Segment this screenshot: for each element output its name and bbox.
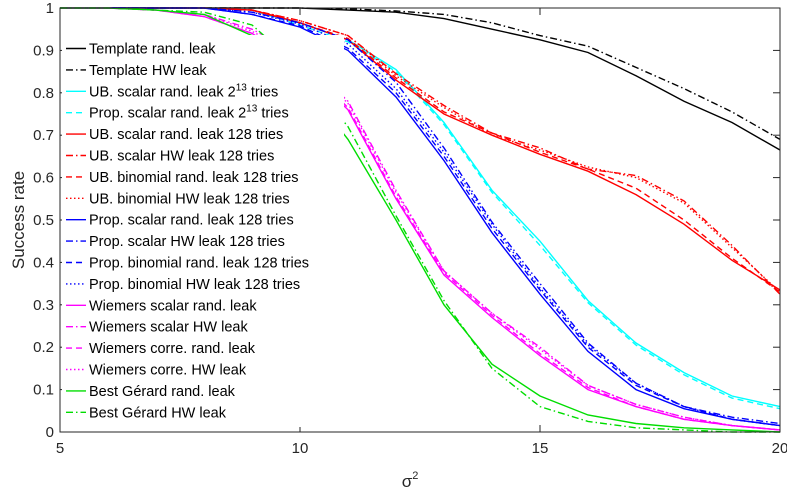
legend: Template rand. leak Template HW leak UB. s… <box>62 35 344 427</box>
x-axis-label: σ2 <box>402 470 419 491</box>
y-tick-label: 0 <box>46 424 54 441</box>
series-line-18 <box>60 7 780 433</box>
legend-label: Best Gérard rand. leak <box>89 384 236 400</box>
y-tick-label: 0.1 <box>33 382 54 399</box>
legend-label: Wiemers scalar HW leak <box>89 320 248 336</box>
x-axis-label-superscript: 2 <box>412 470 418 482</box>
legend-box <box>62 35 344 427</box>
y-tick-label: 0.4 <box>33 254 54 271</box>
y-tick-label: 0.7 <box>33 127 54 144</box>
axis-ticks: 5 10 15 20 0 0.1 0.2 0.3 0.4 0.5 0.6 0.7 0.8 0.9 1 <box>33 0 787 457</box>
y-tick-label: 0.8 <box>33 85 54 102</box>
legend-label: Prop. binomial rand. leak 128 tries <box>89 256 309 272</box>
x-axis-label-main: σ <box>402 472 413 491</box>
y-tick-label: 1 <box>46 0 54 17</box>
legend-label: Wiemers corre. HW leak <box>89 363 247 379</box>
legend-label: Prop. scalar rand. leak 128 tries <box>89 213 294 229</box>
legend-label: Prop. binomial HW leak 128 tries <box>89 277 300 293</box>
legend-label: Wiemers scalar rand. leak <box>89 298 257 314</box>
legend-label: UB. binomial rand. leak 128 tries <box>89 170 299 186</box>
legend-label: Prop. scalar HW leak 128 tries <box>89 234 285 250</box>
legend-label: Best Gérard HW leak <box>89 405 227 421</box>
y-tick-label: 0.3 <box>33 297 54 314</box>
legend-label: UB. binomial HW leak 128 tries <box>89 191 290 207</box>
y-tick-label: 0.2 <box>33 339 54 356</box>
legend-label: UB. scalar rand. leak 128 tries <box>89 127 283 143</box>
legend-label: Prop. scalar rand. leak 213 tries <box>89 104 289 122</box>
legend-label: UB. scalar HW leak 128 tries <box>89 149 274 165</box>
legend-label: Template HW leak <box>89 63 207 79</box>
y-axis-label: Success rate <box>9 171 28 269</box>
y-tick-label: 0.9 <box>33 42 54 59</box>
x-tick-label: 20 <box>772 440 787 457</box>
legend-label: UB. scalar rand. leak 213 tries <box>89 82 278 100</box>
legend-label: Wiemers corre. rand. leak <box>89 341 256 357</box>
y-tick-label: 0.5 <box>33 212 54 229</box>
legend-label: Template rand. leak <box>89 42 216 58</box>
series-line-15 <box>60 7 781 431</box>
x-tick-label: 5 <box>56 440 64 457</box>
series-line-17 <box>60 7 781 433</box>
x-tick-label: 10 <box>292 440 309 457</box>
x-tick-label: 15 <box>532 440 549 457</box>
y-tick-label: 0.6 <box>33 170 54 187</box>
